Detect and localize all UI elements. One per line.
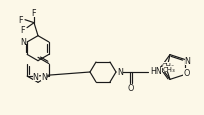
Text: CH₃: CH₃ [161,63,174,69]
Text: N: N [41,72,47,81]
Text: O: O [127,84,134,93]
Text: HN: HN [149,67,161,76]
Text: N: N [116,68,122,77]
Text: N: N [33,72,38,81]
Text: F: F [19,16,23,25]
Text: F: F [21,26,25,35]
Text: O: O [182,69,189,78]
Text: N: N [184,56,190,65]
Text: CH₃: CH₃ [162,66,174,72]
Text: N: N [20,38,26,47]
Text: F: F [32,9,36,18]
